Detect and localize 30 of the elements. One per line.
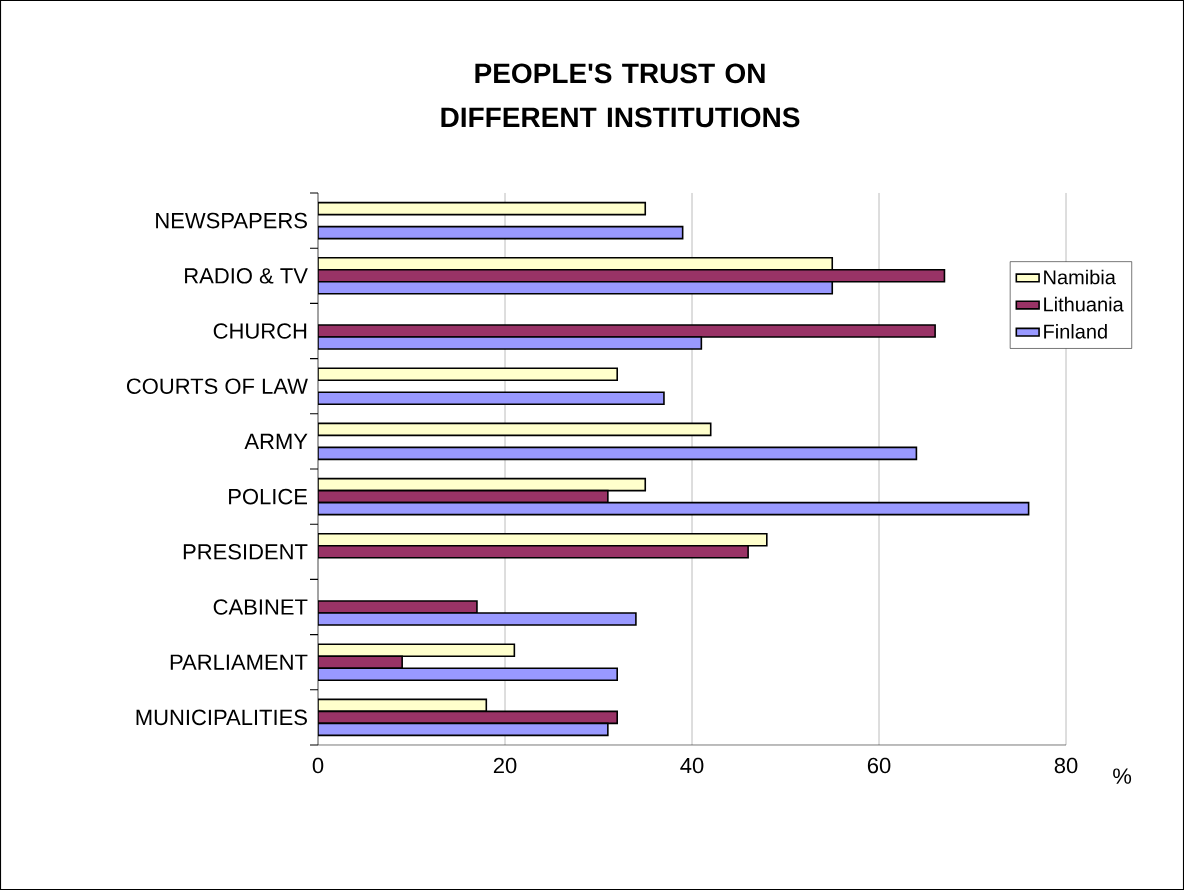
- bar: [318, 477, 647, 492]
- legend-label: Lithuania: [1044, 296, 1124, 312]
- bar: [318, 201, 647, 216]
- y-tick-label: RADIO & TV: [185, 268, 308, 284]
- x-tick-label: 20: [493, 757, 517, 774]
- y-tick-label: CABINET: [213, 599, 308, 615]
- x-tick-label: 0: [312, 757, 324, 774]
- legend-label: Finland: [1044, 323, 1107, 339]
- x-tick-label: 60: [867, 757, 891, 774]
- bar: [318, 501, 1030, 516]
- y-tick-label: MUNICIPALITIES: [136, 709, 307, 726]
- bar: [318, 225, 684, 240]
- y-tick-label: COURTS OF LAW: [126, 378, 308, 394]
- y-tick-label: ARMY: [244, 433, 308, 449]
- bar: [318, 698, 488, 713]
- y-tick-label: PRESIDENT: [183, 544, 308, 560]
- x-tick-label: 80: [1054, 757, 1078, 774]
- y-tick-label: POLICE: [229, 488, 307, 505]
- legend-label: Namibia: [1044, 269, 1116, 285]
- y-tick-label: NEWSPAPERS: [156, 212, 307, 229]
- bar: [318, 722, 609, 737]
- y-tick-label: PARLIAMENT: [170, 654, 308, 670]
- y-tick-label: CHURCH: [213, 323, 307, 339]
- bar: [318, 489, 609, 504]
- chart-title: PEOPLE'S TRUST ON DIFFERENT INSTITUTIONS: [441, 63, 800, 128]
- x-tick-label: 40: [680, 757, 704, 774]
- bar: [318, 710, 619, 725]
- x-axis-title: %: [1113, 768, 1132, 784]
- bar: [318, 446, 918, 461]
- bar: [318, 422, 712, 437]
